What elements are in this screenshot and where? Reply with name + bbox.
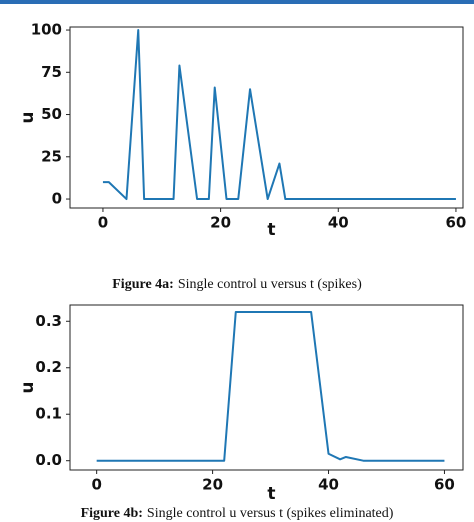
y-tick-label: 100 <box>31 21 62 39</box>
x-tick-label: 60 <box>434 476 455 494</box>
x-tick-label: 40 <box>328 214 349 232</box>
y-tick-label: 75 <box>41 63 62 81</box>
y-tick-label: 50 <box>41 105 62 123</box>
data-line <box>96 310 445 462</box>
y-tick-label: 0.1 <box>35 405 62 423</box>
caption-label: Figure 4a: <box>112 277 174 292</box>
x-axis-label: t <box>267 484 275 504</box>
y-tick-label: 25 <box>41 147 62 165</box>
caption-text: Single control u versus t (spikes elimin… <box>147 506 394 521</box>
y-tick-label: 0.2 <box>35 358 62 376</box>
plot-frame <box>69 304 464 471</box>
y-tick-label: 0 <box>52 190 62 208</box>
y-axis-label: u <box>18 111 38 123</box>
caption-label: Figure 4b: <box>81 506 143 521</box>
x-tick-label: 40 <box>318 476 339 494</box>
x-tick-label: 0 <box>91 476 101 494</box>
y-tick-label: 0.3 <box>35 312 62 330</box>
x-tick-label: 20 <box>210 214 231 232</box>
y-axis-label: u <box>18 381 38 393</box>
x-tick-label: 20 <box>202 476 223 494</box>
x-tick-label: 60 <box>446 214 467 232</box>
plot-frame <box>69 26 464 209</box>
caption-text: Single control u versus t (spikes) <box>178 277 362 292</box>
x-axis-label: t <box>267 220 275 240</box>
y-tick-label: 0.0 <box>35 451 62 469</box>
figure-caption: Figure 4b: Single control u versus t (spi… <box>81 506 394 521</box>
data-line <box>102 29 456 201</box>
top-bar <box>0 0 474 4</box>
figure-caption: Figure 4a: Single control u versus t (spi… <box>112 277 362 292</box>
x-tick-label: 0 <box>98 214 108 232</box>
